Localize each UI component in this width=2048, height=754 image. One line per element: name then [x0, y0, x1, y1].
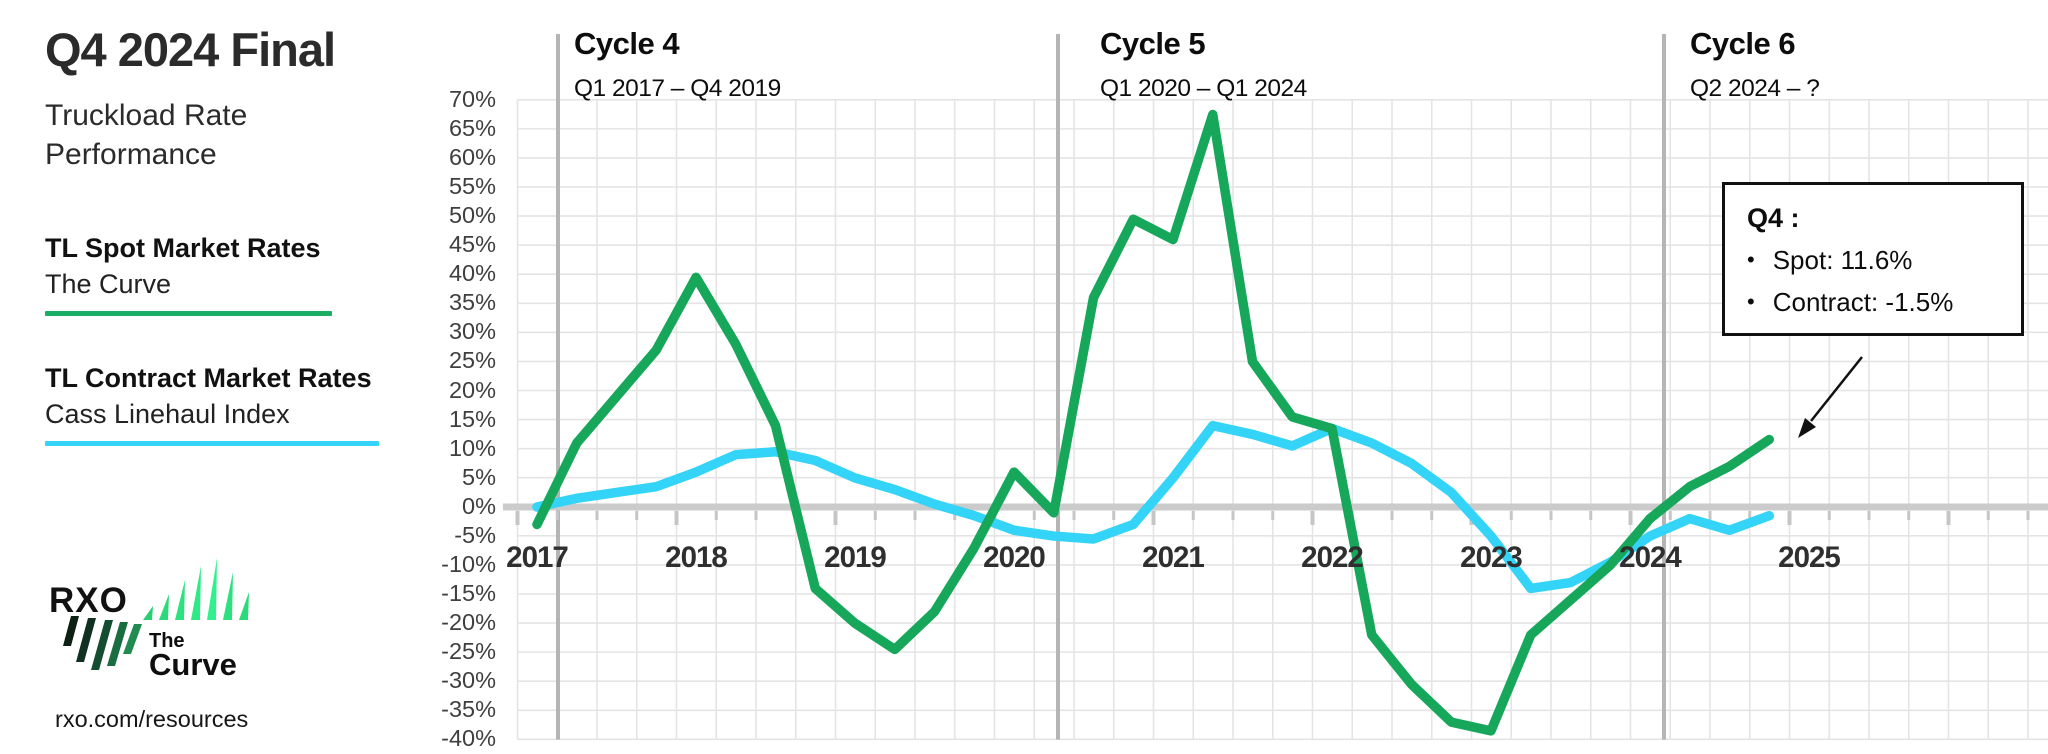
ytick-label: 60%: [448, 143, 496, 170]
ytick-label: -35%: [441, 696, 496, 723]
callout-item-spot: • Spot: 11.6%: [1747, 245, 1999, 276]
callout-title: Q4 :: [1747, 203, 1800, 233]
cycle-6-title: Cycle 6: [1690, 26, 1796, 61]
xtick-label: 2018: [665, 541, 728, 574]
ytick-label: -10%: [441, 550, 496, 577]
ytick-label: 20%: [448, 376, 496, 403]
xtick-label: 2022: [1301, 541, 1364, 574]
ytick-label: 35%: [448, 289, 496, 316]
cycle-4-title: Cycle 4: [574, 26, 680, 61]
q4-callout-box: Q4 : • Spot: 11.6% • Contract: -1.5%: [1722, 182, 2024, 336]
ytick-label: 5%: [462, 463, 496, 490]
legend-contract-label: TL Contract Market Rates: [45, 363, 372, 393]
ytick-label: 40%: [448, 260, 496, 287]
xtick-label: 2021: [1142, 541, 1205, 574]
legend-item-contract: TL Contract Market Rates Cass Linehaul I…: [45, 363, 379, 446]
ytick-label: 55%: [448, 173, 496, 199]
rxo-slash-mark-icon: [63, 616, 142, 670]
cycle-6-range: Q2 2024 – ?: [1690, 75, 1820, 102]
xtick-label: 2024: [1619, 541, 1682, 574]
xtick-label: 2020: [983, 541, 1046, 574]
ytick-label: 70%: [448, 85, 496, 112]
rxo-wordmark: RXO: [49, 581, 128, 620]
page-title: Q4 2024 Final: [45, 23, 336, 76]
logo-text-curve: Curve: [149, 647, 237, 682]
cycle-4-range: Q1 2017 – Q4 2019: [574, 75, 781, 102]
callout-item-contract: • Contract: -1.5%: [1747, 287, 1999, 318]
ytick-label: 0%: [462, 492, 496, 519]
cycle-5-title: Cycle 5: [1100, 26, 1206, 61]
ytick-label: -40%: [441, 725, 496, 752]
bullet-icon: •: [1747, 289, 1755, 314]
legend-spot-sublabel: The Curve: [45, 269, 172, 299]
legend-contract-sublabel: Cass Linehaul Index: [45, 399, 290, 429]
legend-spot-color-swatch: [45, 311, 332, 316]
ytick-label: 25%: [448, 347, 496, 374]
xtick-label: 2019: [824, 541, 887, 574]
callout-spot-value: Spot: 11.6%: [1772, 245, 1913, 275]
ytick-label: 45%: [448, 231, 496, 258]
cycle-5-range: Q1 2020 – Q1 2024: [1100, 75, 1307, 102]
ytick-label: 50%: [448, 202, 496, 229]
callout-contract-value: Contract: -1.5%: [1772, 287, 1954, 317]
callout-arrow-line: [1810, 356, 1863, 422]
xtick-label: 2023: [1460, 541, 1523, 574]
ytick-label: 65%: [448, 114, 496, 141]
contract-line: [532, 420, 1774, 594]
ytick-label: 30%: [448, 318, 496, 345]
callout-arrow-head-icon: [1798, 418, 1816, 438]
legend-item-spot: TL Spot Market Rates The Curve: [45, 233, 332, 316]
ytick-label: -15%: [441, 579, 496, 606]
logo-text-the: The: [149, 630, 185, 652]
legend-spot-label: TL Spot Market Rates: [45, 233, 321, 263]
legend-contract-color-swatch: [45, 441, 379, 446]
ytick-label: -30%: [441, 667, 496, 694]
xtick-label: 2025: [1778, 541, 1841, 574]
xtick-label: 2017: [506, 541, 569, 574]
ytick-label: -5%: [454, 521, 496, 548]
ytick-label: -25%: [441, 638, 496, 665]
curve-logo-icon: [143, 558, 249, 620]
rxo-the-curve-logo: RXO The Curve: [49, 558, 249, 682]
spot-line: [532, 109, 1774, 736]
brand-url: rxo.com/resources: [55, 706, 249, 732]
bullet-icon: •: [1747, 247, 1755, 272]
cycle-annotation-5: Cycle 5 Q1 2020 – Q1 2024: [1100, 26, 1307, 103]
ytick-label: 10%: [448, 434, 496, 461]
page-subtitle: Truckload Rate Performance: [45, 99, 248, 171]
cycle-annotation-4: Cycle 4 Q1 2017 – Q4 2019: [574, 26, 781, 103]
cycle-annotation-6: Cycle 6 Q2 2024 – ?: [1690, 26, 1820, 103]
ytick-label: -20%: [441, 609, 496, 636]
ytick-label: 15%: [448, 405, 496, 432]
